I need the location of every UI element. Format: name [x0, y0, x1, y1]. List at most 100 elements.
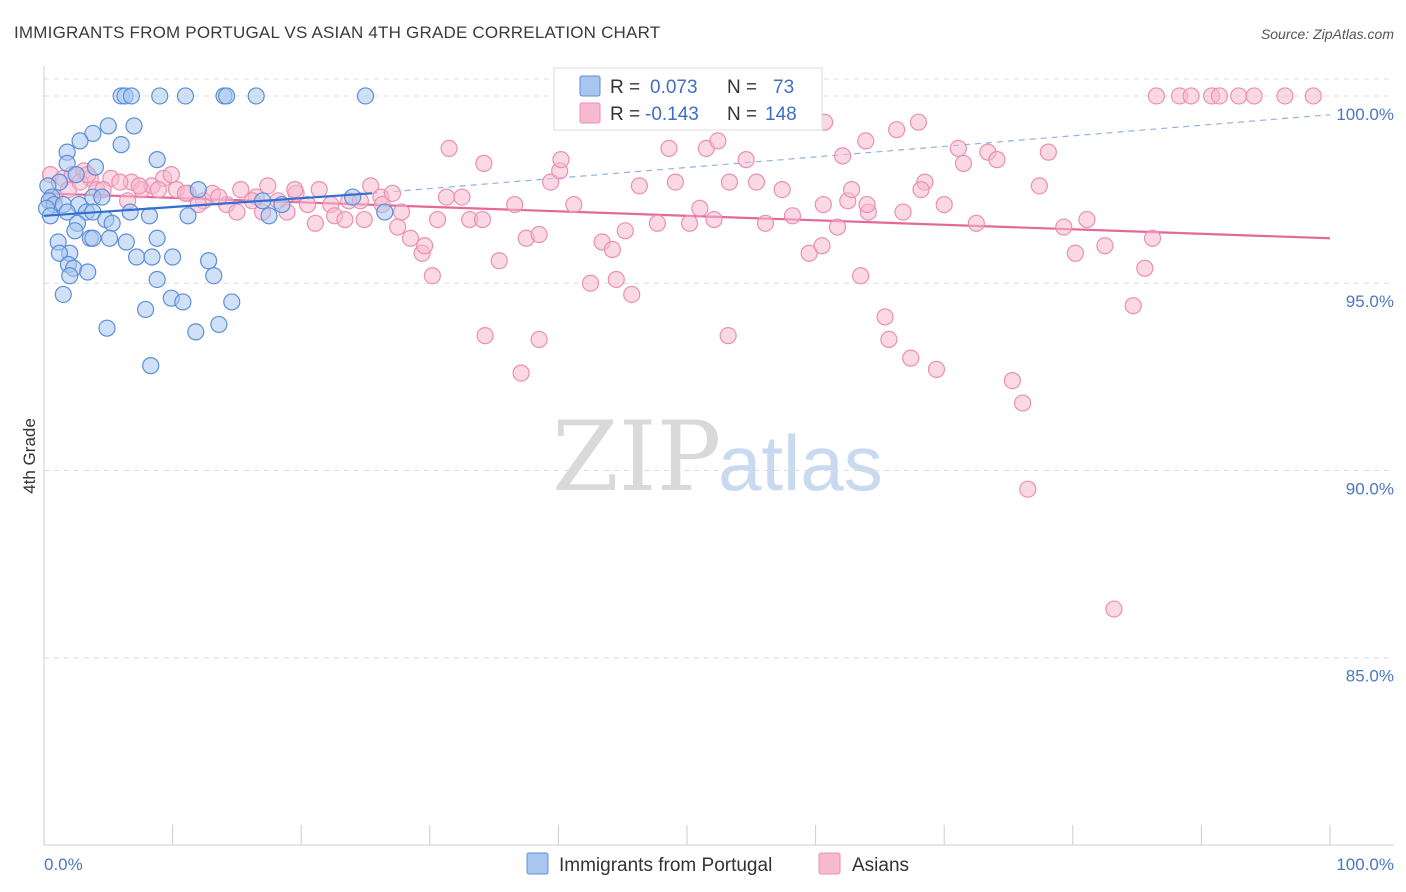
asians-point [476, 327, 494, 345]
asians-point [927, 360, 946, 378]
asians-point [630, 177, 649, 195]
asians-point [813, 237, 831, 255]
asians-point [912, 180, 930, 199]
asians-point [130, 177, 148, 195]
asians-point [565, 195, 583, 214]
asians-point [603, 240, 622, 259]
asians-point [1030, 177, 1048, 195]
asians-point [149, 180, 168, 199]
asians-point [660, 139, 678, 157]
asians-point [607, 270, 625, 289]
asians-point [1182, 87, 1200, 105]
asians-point [552, 151, 570, 169]
asians-point [858, 195, 876, 214]
asians-point [506, 195, 524, 214]
portugal-point [86, 158, 105, 176]
asians-point [286, 180, 304, 199]
portugal-point [100, 229, 119, 247]
portugal-point [71, 132, 89, 150]
legend-label-asians: Asians [852, 855, 909, 876]
portugal-point [148, 270, 166, 289]
asians-point [1014, 394, 1032, 412]
portugal-point [84, 124, 102, 143]
stats-swatch-portugal [579, 75, 601, 97]
portugal-point [164, 248, 182, 266]
asians-point [720, 173, 739, 191]
x-tick-max: 100.0% [1336, 855, 1394, 874]
asians-point [852, 267, 870, 285]
asians-point [709, 132, 727, 150]
portugal-point [121, 203, 139, 221]
asians-point [756, 214, 775, 232]
asians-point [843, 180, 861, 199]
portugal-point [187, 323, 205, 341]
portugal-point [58, 203, 76, 221]
stats-r-label-asians: R = [610, 104, 640, 125]
asians-point [423, 267, 441, 285]
asians-point [310, 180, 328, 199]
asians-point [1055, 218, 1073, 236]
asians-point [299, 195, 317, 214]
asians-point [719, 327, 737, 345]
asians-point [428, 210, 447, 229]
asians-point [666, 173, 685, 191]
portugal-point [54, 285, 72, 304]
asians-point [1245, 87, 1263, 105]
asians-point [392, 203, 411, 221]
portugal-point [205, 267, 223, 285]
asians-point [1136, 259, 1154, 277]
portugal-point [148, 151, 166, 169]
asians-point [1003, 371, 1021, 390]
portugal-point [142, 357, 160, 375]
asians-point [954, 154, 973, 172]
asians-point [512, 364, 530, 382]
asians-point [623, 285, 641, 304]
portugal-point [93, 188, 111, 206]
asians-point [1304, 87, 1322, 105]
x-tick-min: 0.0% [44, 855, 83, 874]
asians-point [1230, 87, 1248, 105]
portugal-point [210, 315, 228, 334]
asians-point [834, 147, 852, 165]
bottom-legend: Immigrants from Portugal Asians [526, 852, 909, 876]
legend-swatch-portugal [526, 852, 549, 875]
asians-point [453, 188, 471, 206]
stats-swatch-asians [579, 102, 601, 124]
portugal-point [50, 244, 69, 262]
portugal-point [260, 207, 278, 225]
asians-point [1143, 229, 1162, 247]
portugal-point [218, 87, 236, 105]
portugal-point [247, 87, 265, 105]
asians-point [259, 177, 277, 195]
asians-point [355, 210, 373, 229]
asians-point [383, 184, 402, 202]
asians-point [876, 308, 894, 326]
asians-point [680, 214, 699, 232]
portugal-points [37, 87, 394, 375]
stats-n-value-portugal: 73 [773, 77, 794, 98]
asians-point [814, 195, 832, 214]
portugal-point [127, 248, 146, 266]
portugal-point [66, 222, 84, 240]
asians-point [473, 210, 492, 229]
asians-point [542, 173, 560, 191]
portugal-point [151, 87, 169, 105]
stats-legend: R = 0.073 N = 73 R = -0.143 N = 148 [553, 67, 823, 131]
asians-point [416, 237, 434, 255]
asians-point [336, 210, 354, 229]
portugal-point [200, 252, 218, 270]
portugal-point [99, 117, 117, 135]
asians-point [773, 180, 791, 199]
portugal-point [103, 214, 121, 232]
asians-point [228, 203, 246, 221]
asians-point [210, 188, 228, 206]
portugal-point [84, 229, 102, 247]
stats-n-label-portugal: N = [727, 77, 757, 98]
asians-point [1210, 87, 1229, 105]
portugal-point [117, 233, 135, 251]
portugal-point [122, 87, 141, 105]
portugal-point [136, 300, 155, 319]
portugal-point [376, 203, 394, 221]
asians-point [616, 222, 634, 240]
